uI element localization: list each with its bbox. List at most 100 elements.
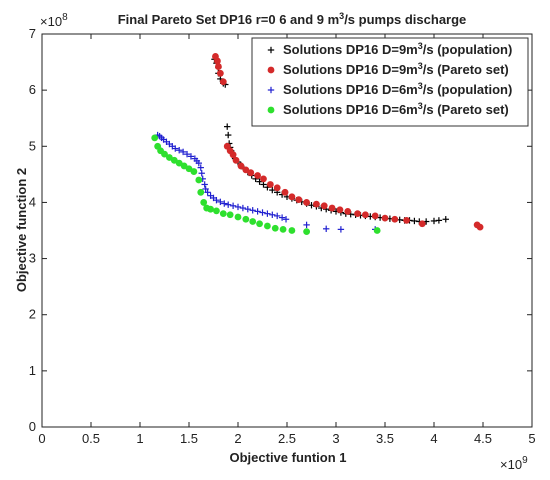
data-point [244,205,251,213]
data-point [354,210,361,218]
x-tick-label: 2.5 [278,431,296,446]
data-point [232,156,240,164]
series-4 [151,134,381,236]
data-point [200,199,208,206]
x-tick-label: 5 [528,431,535,446]
data-point [303,199,310,206]
data-point [273,184,281,192]
x-axis-label: Objective funtion 1 [229,450,346,465]
legend-entry: Solutions DP16 D=9m3/s (Pareto set) [283,61,509,77]
y-tick-label: 4 [29,194,36,209]
y-tick-label: 3 [29,251,36,266]
data-point [225,131,232,139]
data-point [216,69,224,77]
chart-title: Final Pareto Set DP16 r=0 6 and 9 m3/s p… [118,11,467,27]
data-point [201,181,208,188]
data-point [381,214,389,222]
legend-marker [267,66,275,74]
data-point [328,204,336,212]
y-tick-label: 1 [29,363,36,378]
legend-box [251,37,529,127]
legend: Solutions DP16 D=9m3/s (population) Solut… [251,37,529,127]
data-point [213,207,220,215]
data-point [213,196,220,204]
data-point [219,210,227,218]
data-point [256,220,263,228]
x-tick-label: 2 [234,431,241,446]
data-point [242,215,250,223]
x-axis-exponent: ×109 [500,455,528,472]
x-tick-label: 3 [332,431,339,446]
data-point [279,225,287,233]
data-point [336,206,344,214]
x-tick-label: 0 [38,431,45,446]
x-tick-label: 4 [430,431,437,446]
data-point [323,225,330,233]
data-point [362,211,369,219]
data-point [254,172,261,179]
y-tick-label: 0 [29,419,36,434]
data-point [234,213,242,221]
y-tick-label: 6 [29,82,36,97]
data-point [161,150,168,158]
data-point [288,227,296,234]
data-point [219,78,227,86]
data-point [229,151,237,159]
data-point [303,228,310,236]
data-point [204,189,211,196]
data-point [179,148,187,156]
data-point [373,227,381,234]
data-point [269,186,276,194]
data-point [197,164,204,171]
data-point [217,198,224,206]
y-tick-label: 5 [29,138,36,153]
data-point [371,212,379,220]
series-2 [212,53,484,231]
data-point [260,175,267,183]
data-point [172,145,179,152]
data-point [198,170,205,177]
axis-ticks: 0 0.5 1 1.5 2 2.5 3 3.5 4 4.5 5 0 1 2 3 4 5 6 7 [29,26,536,446]
data-point [229,202,237,209]
y-axis-exponent: ×108 [40,12,68,29]
x-tick-label: 3.5 [376,431,394,446]
data-point [249,207,256,214]
legend-marker [267,86,275,94]
data-point [183,150,191,158]
data-point [435,217,443,224]
data-point [260,181,267,188]
data-point [418,220,426,228]
legend-marker [267,46,275,54]
data-point [320,202,328,210]
data-point [195,176,203,184]
series-3 [154,131,379,233]
data-point [476,223,484,231]
legend-entry: Solutions DP16 D=6m3/s (population) [283,81,512,97]
data-point [151,134,159,142]
x-tick-label: 4.5 [474,431,492,446]
data-point [221,200,228,207]
data-point [249,218,257,225]
data-point [264,222,271,230]
data-point [295,196,303,204]
data-point [288,193,296,201]
data-point [254,208,261,215]
data-point [264,210,271,217]
x-tick-label: 1.5 [180,431,198,446]
data-point [176,147,183,154]
data-point [442,216,449,223]
data-point [187,153,195,160]
data-point [281,188,289,196]
data-point [274,212,281,220]
data-point [303,221,310,229]
data-point [215,63,222,70]
data-point [195,159,202,167]
data-point [226,211,234,219]
data-point [214,57,221,65]
data-point [259,209,266,216]
data-point [403,216,410,224]
x-tick-label: 1 [136,431,143,446]
data-point [313,200,320,208]
data-point [278,214,286,221]
